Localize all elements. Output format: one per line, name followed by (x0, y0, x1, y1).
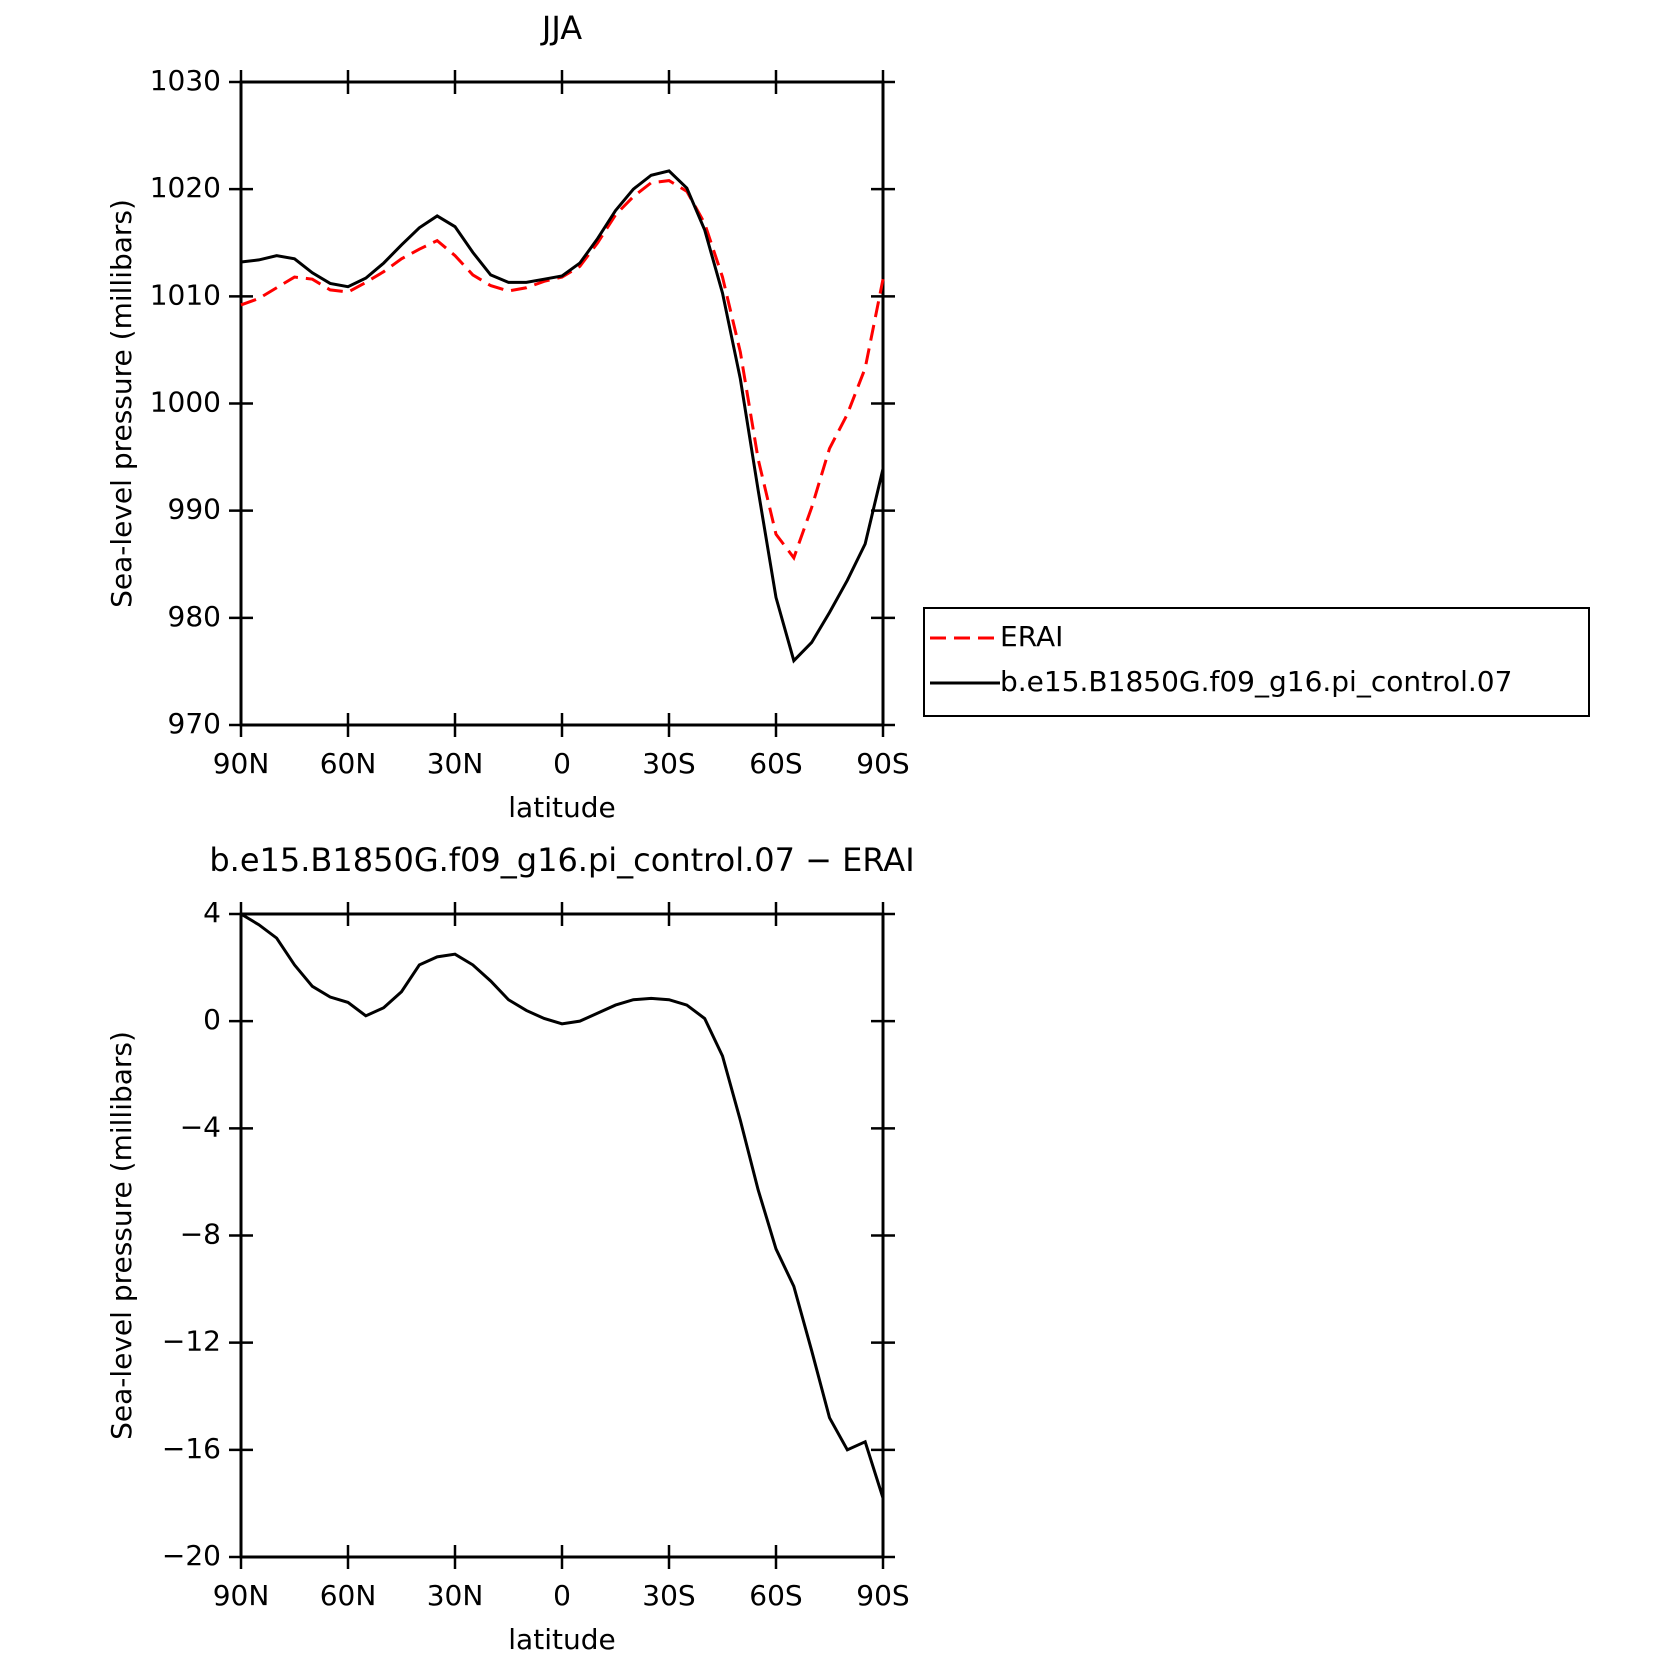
y-axis-label: Sea-level pressure (millibars) (105, 199, 138, 608)
series-line (240, 179, 885, 561)
legend-label: ERAI (1000, 620, 1063, 653)
x-tick-label: 0 (553, 747, 571, 780)
x-tick-label: 60N (320, 1579, 377, 1612)
y-tick-label: −12 (162, 1325, 221, 1358)
y-tick-label: 4 (203, 896, 221, 929)
x-tick-label: 30S (642, 747, 695, 780)
x-axis-label: latitude (508, 791, 615, 824)
x-tick-label: 90S (856, 1579, 909, 1612)
y-tick-label: −20 (162, 1539, 221, 1572)
plot-frame (239, 80, 885, 727)
y-axis-label: Sea-level pressure (millibars) (105, 1031, 138, 1440)
x-tick-label: 30N (427, 747, 484, 780)
x-tick-label: 90N (213, 747, 270, 780)
y-tick-label: 990 (168, 493, 221, 526)
y-tick-label: 0 (203, 1003, 221, 1036)
x-tick-label: 60S (749, 1579, 802, 1612)
x-tick-label: 30N (427, 1579, 484, 1612)
x-tick-label: 90S (856, 747, 909, 780)
chart-title: JJA (540, 9, 582, 47)
y-tick-label: 970 (168, 707, 221, 740)
x-tick-label: 60N (320, 747, 377, 780)
y-tick-label: −4 (180, 1110, 221, 1143)
y-tick-label: 1030 (150, 64, 221, 97)
x-tick-label: 60S (749, 747, 802, 780)
y-tick-label: 1010 (150, 278, 221, 311)
series-line (240, 912, 885, 1499)
plot-frame (239, 912, 885, 1559)
y-tick-label: 1000 (150, 386, 221, 419)
legend-label: b.e15.B1850G.f09_g16.pi_control.07 (1000, 665, 1512, 698)
x-tick-label: 90N (213, 1579, 270, 1612)
series-line (240, 169, 885, 664)
legend-box (923, 607, 1590, 717)
y-tick-label: −16 (162, 1432, 221, 1465)
y-tick-label: −8 (180, 1218, 221, 1251)
x-tick-label: 30S (642, 1579, 695, 1612)
x-axis-label: latitude (508, 1623, 615, 1656)
y-tick-label: 980 (168, 600, 221, 633)
y-tick-label: 1020 (150, 171, 221, 204)
chart-title: b.e15.B1850G.f09_g16.pi_control.07 − ERA… (209, 841, 914, 879)
x-tick-label: 0 (553, 1579, 571, 1612)
